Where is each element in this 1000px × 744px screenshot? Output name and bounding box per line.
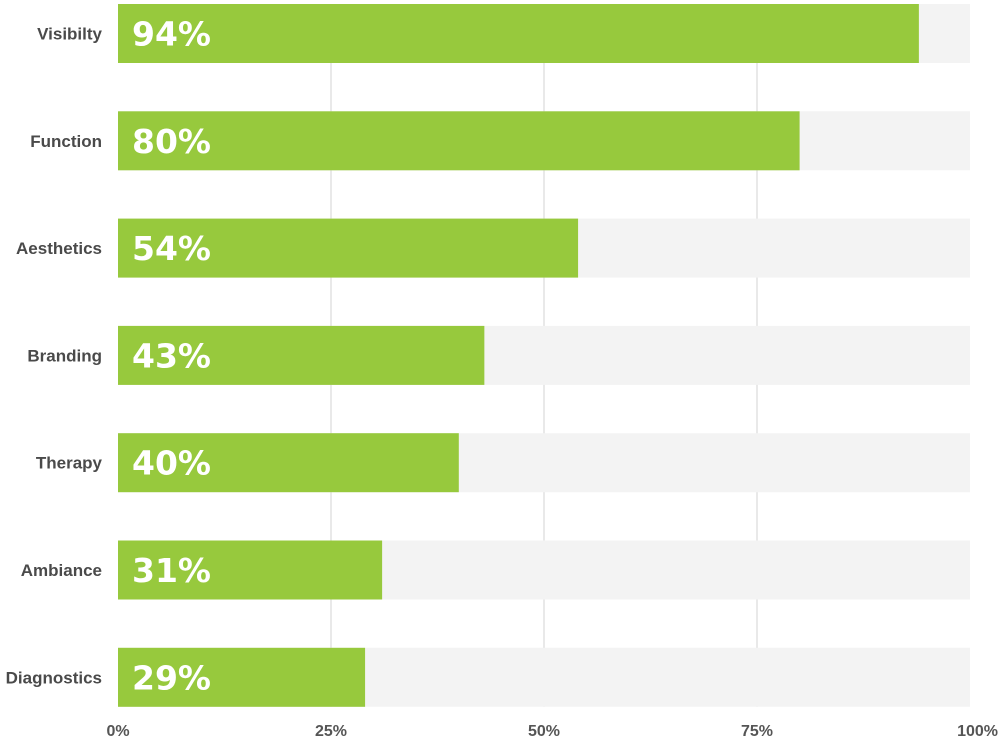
bar-aesthetics (118, 218, 579, 278)
value-label-aesthetics: 54% (132, 229, 211, 268)
value-label-visibilty: 94% (132, 15, 211, 54)
bar-visibilty (118, 4, 919, 63)
value-label-diagnostics: 29% (132, 658, 211, 697)
category-label-therapy: Therapy (36, 454, 103, 473)
bar-function (118, 111, 800, 171)
category-labels: Visibilty Function Aesthetics Branding Thera… (6, 25, 103, 688)
category-label-ambiance: Ambiance (21, 561, 102, 580)
category-label-branding: Branding (27, 346, 102, 365)
x-tick-label-50: 50% (528, 723, 560, 740)
bar-diagnostics (118, 647, 366, 707)
bars (118, 4, 919, 707)
bar-ambiance (118, 540, 383, 600)
value-labels: 94% 80% 54% 43% 40% 31% 29% (132, 15, 211, 698)
x-tick-label-75: 75% (741, 723, 773, 740)
category-label-aesthetics: Aesthetics (16, 239, 102, 258)
bar-branding (118, 325, 485, 385)
x-tick-label-25: 25% (315, 723, 347, 740)
bar-therapy (118, 433, 459, 493)
value-label-ambiance: 31% (132, 551, 211, 590)
value-label-function: 80% (132, 122, 211, 161)
category-label-visibilty: Visibilty (37, 25, 102, 44)
category-label-function: Function (30, 132, 102, 151)
x-axis-tick-labels: 0% 25% 50% 75% 100% (106, 723, 998, 740)
category-label-diagnostics: Diagnostics (6, 668, 102, 687)
x-tick-label-100: 100% (957, 723, 998, 740)
x-tick-label-0: 0% (106, 723, 129, 740)
value-label-therapy: 40% (132, 444, 211, 483)
value-label-branding: 43% (132, 336, 211, 375)
